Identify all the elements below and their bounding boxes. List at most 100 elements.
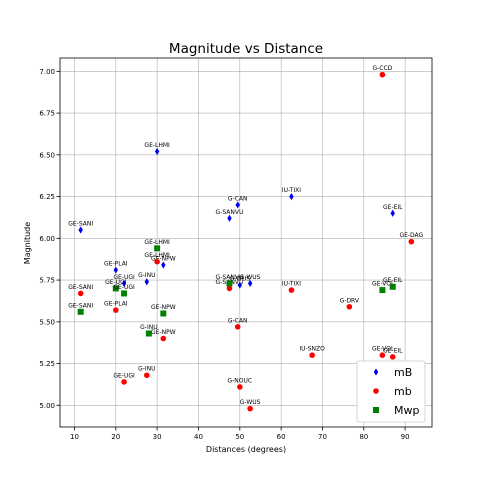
point-label: G-INU — [138, 272, 155, 279]
x-tick-label: 80 — [359, 433, 368, 441]
y-axis-label: Magnitude — [23, 222, 32, 264]
y-tick-label: 5.00 — [39, 402, 55, 410]
data-point-mb — [235, 201, 240, 209]
legend-box — [356, 360, 426, 423]
point-label: GE-UGI — [113, 274, 135, 281]
data-point-mb — [161, 261, 166, 269]
legend: mB mb Mwp — [356, 360, 426, 423]
point-label: GE-EIL — [383, 277, 403, 284]
data-point-mb — [78, 226, 83, 234]
data-point-mb — [77, 290, 84, 297]
data-point-mb — [247, 279, 253, 288]
y-tick-label: 5.75 — [39, 277, 55, 285]
point-label: IU-TIXI — [282, 281, 301, 288]
point-label: GE-SANI — [68, 284, 93, 291]
data-point-mb — [154, 258, 160, 265]
data-points: GE-LHMI IU-TIXI G-CAN G-SANVU GE-EIL GE-SANI G… — [68, 65, 424, 412]
point-label: GE-VOI — [372, 281, 393, 288]
point-label: GE-LHMI — [144, 239, 170, 246]
legend-label-mb: mB — [394, 366, 412, 379]
data-point-mwp — [112, 285, 119, 292]
data-point-mwp — [121, 290, 128, 297]
data-point-mb — [121, 279, 127, 288]
point-label: GE-NPW — [151, 304, 176, 311]
point-label: GE-UGI — [113, 372, 135, 379]
y-tick-label: 6.25 — [39, 193, 55, 201]
y-tick-label: 7.00 — [39, 68, 55, 76]
point-label: GE-EIL — [383, 204, 403, 211]
data-point-mb — [288, 287, 295, 293]
data-point-mwp — [160, 310, 167, 317]
point-label: G-CAN — [228, 317, 248, 324]
x-tick-label: 70 — [318, 433, 327, 441]
data-point-mb — [226, 285, 233, 292]
point-label: G-WUS — [240, 399, 261, 406]
point-label: G-CAN — [228, 195, 248, 202]
point-label: G-CCD — [372, 65, 392, 72]
series-mb: GE-LHMI IU-TIXI G-CAN G-SANVU GE-EIL GE-SANI G… — [68, 142, 403, 289]
grid — [60, 58, 432, 427]
x-tick-label: 30 — [153, 433, 162, 441]
data-point-mb — [113, 266, 118, 274]
data-point-mwp — [379, 287, 386, 294]
data-point-mb — [247, 405, 253, 412]
data-point-mwp — [77, 308, 84, 315]
point-label: GE-NPW — [151, 256, 176, 263]
point-label: GE-PLAI — [104, 261, 128, 268]
data-point-mb — [389, 354, 396, 360]
point-label: G-NOUC — [227, 377, 252, 384]
data-point-mb — [144, 372, 150, 379]
x-tick-label: 40 — [194, 433, 203, 441]
point-label: GE-LHMI — [144, 252, 170, 259]
data-point-mwp — [226, 280, 233, 287]
data-point-mb — [113, 307, 119, 313]
point-label: GE-UGI — [105, 279, 127, 286]
chart-title: Magnitude vs Distance — [169, 41, 323, 57]
y-tick-label: 6.00 — [39, 235, 55, 243]
x-axis-label: Distances (degrees) — [206, 445, 286, 454]
data-point-mwp — [154, 245, 161, 252]
data-point-mb — [408, 238, 415, 245]
point-label: G-WUS — [240, 274, 261, 281]
legend-marker-mb — [373, 368, 379, 376]
data-point-mb — [237, 384, 243, 390]
legend-label-mb: mb — [394, 385, 412, 398]
x-tick-label: 10 — [70, 433, 79, 441]
data-point-mb — [234, 324, 241, 330]
point-label: GE-PLAI — [104, 301, 128, 308]
data-point-mb — [346, 303, 353, 310]
point-label: G-SANVU — [216, 274, 244, 281]
axis-ticks: 10 20 30 40 50 60 70 80 90 5.00 5.25 5.50 5.75 6.00 6.… — [39, 68, 409, 441]
x-tick-label: 60 — [277, 433, 286, 441]
point-label: G-INU — [138, 366, 155, 373]
data-point-mb — [160, 335, 167, 342]
data-point-mb — [227, 214, 232, 222]
point-label: GE-NPW — [151, 329, 176, 336]
point-label: GE-VOI — [372, 346, 393, 353]
plot-frame — [59, 57, 433, 428]
data-point-mb — [289, 192, 294, 201]
data-point-mwp — [389, 283, 396, 290]
data-point-mb — [379, 71, 386, 78]
point-label: GE-LHMI — [144, 142, 170, 149]
point-label: G-WUS — [229, 276, 250, 283]
point-label: GE-EIL — [383, 347, 403, 354]
data-point-mb — [390, 209, 395, 217]
point-label: G-INU — [140, 324, 157, 331]
x-tick-label: 90 — [401, 433, 410, 441]
x-tick-label: 20 — [111, 433, 120, 441]
point-label: GE-SANI — [68, 220, 93, 227]
point-label: IU-SNZO — [299, 346, 325, 353]
legend-marker-mb — [373, 388, 379, 394]
data-point-mwp — [145, 330, 152, 337]
y-tick-label: 5.25 — [39, 360, 55, 368]
data-point-mb — [121, 379, 127, 385]
point-label: GE-DAG — [399, 232, 423, 239]
y-tick-label: 5.50 — [39, 318, 55, 326]
legend-marker-mwp — [373, 407, 379, 413]
data-point-mb — [309, 352, 315, 359]
legend-label-mwp: Mwp — [394, 404, 419, 417]
data-point-mb — [237, 281, 242, 289]
